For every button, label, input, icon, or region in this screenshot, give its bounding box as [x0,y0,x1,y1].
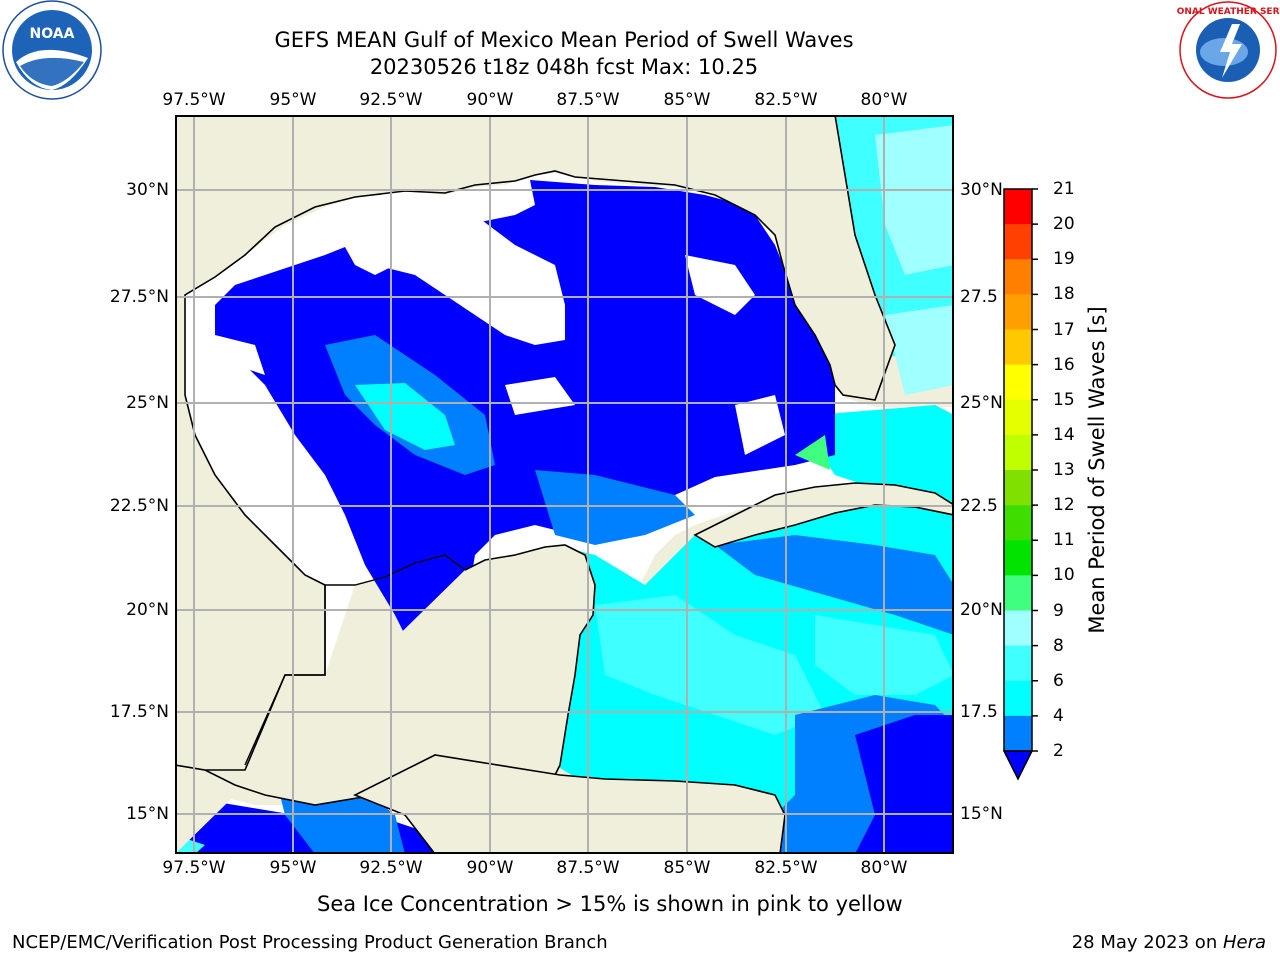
colorbar-tick-label: 16 [1053,354,1075,375]
colorbar-segment [1004,224,1032,260]
map-frame [175,115,954,854]
colorbar-segment [1004,294,1032,330]
colorbar-tick-label: 8 [1053,635,1064,656]
atlantic-water-light [875,125,954,275]
colorbar-tick-label: 19 [1053,249,1075,270]
colorbar-tick-label: 17 [1053,319,1075,340]
lon-label-bottom: 92.5°W [359,858,423,878]
colorbar-tick-label: 9 [1053,600,1064,621]
colorbar [1000,185,1050,785]
colorbar-segment [1004,645,1032,682]
colorbar-label: Mean Period of Swell Waves [s] [1085,306,1109,634]
lat-label-right: 15°N [960,804,1003,824]
lon-label-top: 92.5°W [359,90,423,110]
colorbar-segment [1004,715,1032,752]
lat-label-left: 15°N [126,804,169,824]
colorbar-tick-label: 10 [1053,565,1075,586]
colorbar-segment [1004,189,1032,225]
noaa-logo: NOAA [0,0,106,102]
footer-right: 28 May 2023 on Hera [1072,932,1266,954]
colorbar-tick-label: 4 [1053,705,1064,726]
map-svg [175,115,954,854]
lat-label-right: 20°N [960,600,1003,620]
lat-label-left: 25°N [126,393,169,413]
footer-date: 28 May 2023 on [1071,932,1223,953]
lon-label-top: 97.5°W [162,90,226,110]
colorbar-segment [1004,680,1032,717]
colorbar-tick-label: 12 [1053,495,1075,516]
gulf-water-mask [244,554,466,766]
lon-label-bottom: 82.5°W [754,858,818,878]
lat-label-right: 30°N [960,180,1003,200]
lat-label-left: 30°N [126,180,169,200]
colorbar-tick-label: 6 [1053,670,1064,691]
lon-label-bottom: 97.5°W [162,858,226,878]
colorbar-segment [1004,505,1032,541]
colorbar-segment [1004,399,1032,436]
lat-label-right: 17.5 [960,702,998,722]
colorbar-tick-label: 14 [1053,424,1075,445]
colorbar-segment [1004,434,1032,471]
colorbar-tick-label: 13 [1053,460,1075,480]
nws-logo: NATIONAL WEATHER SERVICE [1153,0,1280,102]
lon-label-top: 87.5°W [556,90,620,110]
lat-label-left: 20°N [126,600,169,620]
lon-label-bottom: 85°W [663,858,711,878]
lon-label-bottom: 80°W [860,858,908,878]
colorbar-tick-label: 21 [1053,179,1075,199]
colorbar-tick-label: 11 [1053,530,1075,551]
colorbar-tick-label: 2 [1053,741,1064,761]
lat-label-right: 27.5 [960,287,998,307]
noaa-logo-text: NOAA [30,26,75,42]
colorbar-tick-label: 15 [1053,389,1075,410]
lon-label-top: 80°W [860,90,908,110]
colorbar-svg [1002,188,1038,781]
lon-label-bottom: 87.5°W [556,858,620,878]
colorbar-segment [1004,610,1032,647]
lon-label-top: 82.5°W [754,90,818,110]
cuba-land [693,482,954,548]
lat-label-right: 22.5 [960,496,998,516]
lat-label-left: 17.5°N [109,702,169,722]
lat-label-left: 27.5°N [109,287,169,307]
central-america-land [353,754,786,854]
swell-region-cyan [355,383,455,450]
footer-left: NCEP/EMC/Verification Post Processing Pr… [12,932,608,953]
lon-label-top: 85°W [663,90,711,110]
gridlines [175,115,954,854]
mexico-land [175,115,896,771]
lon-label-bottom: 95°W [269,858,317,878]
colorbar-segment [1004,470,1032,506]
lon-label-top: 90°W [466,90,514,110]
colorbar-segment [1004,575,1032,611]
swell-region-green [795,435,830,470]
nws-logo-text: NATIONAL WEATHER SERVICE [1176,7,1280,17]
lon-label-bottom: 90°W [466,858,514,878]
lat-label-right: 25°N [960,393,1003,413]
lat-label-left: 22.5°N [109,496,169,516]
swell-region-blue [215,180,835,675]
chart-subtitle: 20230526 t18z 048h fcst Max: 10.25 [369,55,759,79]
white-patch-north [350,207,565,345]
colorbar-segment [1004,329,1032,366]
colorbar-segment [1004,540,1032,576]
colorbar-segment [1004,364,1032,401]
map-panel [175,115,954,854]
footer-host: Hera [1222,932,1266,953]
colorbar-tick-label: 18 [1053,284,1075,305]
lon-label-top: 95°W [269,90,317,110]
colorbar-segment [1004,259,1032,295]
colorbar-tick-label: 20 [1053,214,1075,235]
colorbar-extend-arrow [1002,750,1034,781]
chart-title: GEFS MEAN Gulf of Mexico Mean Period of … [274,28,854,52]
sea-ice-caption: Sea Ice Concentration > 15% is shown in … [317,892,903,916]
